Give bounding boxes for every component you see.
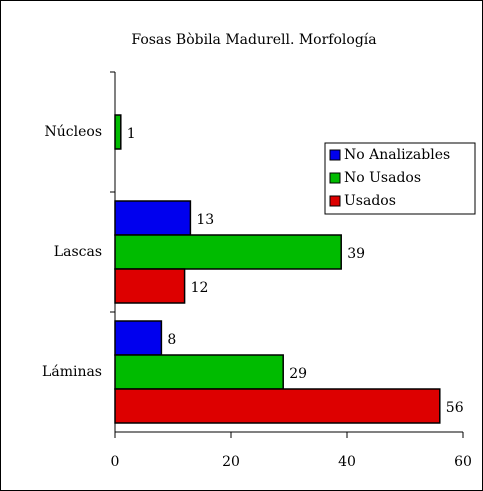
chart-title: Fosas Bòbila Madurell. Morfología — [131, 32, 376, 48]
bar — [114, 268, 186, 304]
y-tick-label: Núcleos — [45, 124, 102, 140]
bar — [114, 234, 342, 270]
bar — [114, 320, 163, 356]
y-tick-label: Láminas — [42, 364, 102, 380]
legend-label: No Analizables — [344, 147, 450, 163]
x-tick-label: 40 — [338, 454, 356, 470]
legend-label: Usados — [344, 193, 396, 209]
legend-box — [324, 142, 476, 215]
value-label: 12 — [191, 280, 209, 296]
value-label: 1 — [127, 126, 136, 142]
x-tick-label: 20 — [222, 454, 240, 470]
legend-swatch — [329, 172, 341, 184]
bar — [114, 354, 284, 390]
value-label: 13 — [196, 212, 214, 228]
legend-swatch — [329, 149, 341, 161]
bar — [114, 388, 441, 424]
value-label: 29 — [289, 366, 307, 382]
legend-swatch — [329, 195, 341, 207]
value-label: 56 — [446, 400, 464, 416]
y-tick-label: Lascas — [54, 244, 102, 260]
value-label: 8 — [167, 332, 176, 348]
x-tick-label: 60 — [454, 454, 472, 470]
value-label: 39 — [347, 246, 365, 262]
x-tick-label: 0 — [111, 454, 120, 470]
legend-label: No Usados — [344, 170, 421, 186]
bar — [114, 114, 122, 150]
bar — [114, 200, 192, 236]
